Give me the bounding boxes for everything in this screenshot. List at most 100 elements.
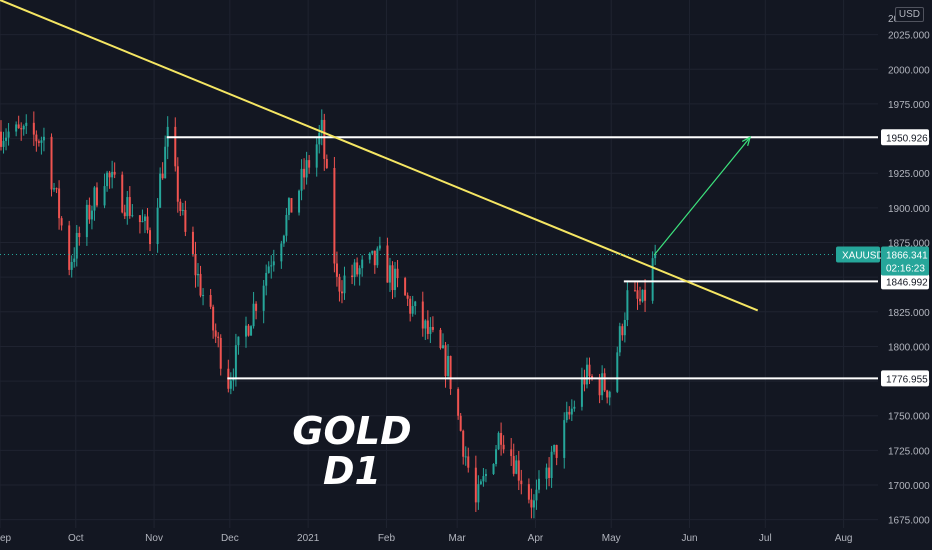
- annotation-d1: D1: [323, 449, 381, 493]
- horizontal-levels[interactable]: [166, 136, 878, 380]
- candle-body: [244, 325, 247, 337]
- candle-body: [2, 140, 5, 147]
- price-tick-label: 1675.000: [888, 516, 930, 527]
- price-tick-label: 1825.000: [888, 308, 930, 319]
- candle-body: [35, 134, 38, 142]
- candle-body: [290, 198, 293, 213]
- candle-body: [585, 364, 588, 385]
- candle-body: [515, 460, 518, 474]
- candle-body: [217, 336, 220, 338]
- candle-body: [85, 204, 88, 238]
- level-price-tag: [881, 129, 929, 146]
- candle-body: [318, 132, 321, 145]
- candle-body: [68, 225, 71, 270]
- price-tick-label: 1925.000: [888, 169, 930, 180]
- candle-body: [181, 209, 184, 211]
- candle-body: [439, 329, 442, 349]
- candle-body: [78, 232, 81, 238]
- candle-body: [358, 268, 361, 275]
- candle-body: [548, 467, 551, 478]
- price-tick-label: 2000.000: [888, 65, 930, 76]
- price-tick-label: 1900.000: [888, 204, 930, 215]
- candle-body: [20, 128, 23, 130]
- candle-body: [517, 460, 520, 481]
- drawings[interactable]: [0, 0, 878, 312]
- candle-body: [495, 449, 498, 464]
- candle-body: [568, 411, 571, 415]
- time-tick-label: Nov: [145, 533, 163, 544]
- candle-body: [512, 456, 515, 474]
- grid-lines: [0, 0, 878, 528]
- candle-body: [174, 126, 177, 167]
- candle-body: [623, 319, 626, 336]
- candle-body: [639, 298, 642, 302]
- level-price-tag-text: 1950.926: [886, 133, 928, 144]
- candle-body: [161, 173, 164, 179]
- candle-body: [194, 254, 197, 276]
- candle-body: [376, 248, 379, 266]
- currency-badge[interactable]: USD: [894, 7, 924, 22]
- level-price-tag: [881, 370, 929, 387]
- candle-body: [270, 265, 273, 267]
- downtrend-line: [0, 0, 759, 312]
- candle-body: [285, 214, 288, 236]
- candle-body: [287, 198, 290, 215]
- time-tick-label: Jul: [759, 533, 772, 544]
- candle-body: [106, 172, 109, 187]
- candle-body: [149, 230, 152, 245]
- candle-body: [22, 125, 25, 130]
- candle-body: [421, 301, 424, 329]
- candle-body: [520, 480, 523, 485]
- candle-body: [409, 298, 412, 314]
- candle-body: [492, 463, 495, 474]
- candle-body: [42, 136, 45, 141]
- candle-body: [580, 377, 583, 407]
- candle-body: [335, 263, 338, 277]
- time-tick-label: ep: [0, 533, 12, 544]
- candle-body: [608, 391, 611, 398]
- candle-body: [371, 250, 374, 254]
- candle-body: [262, 285, 265, 311]
- candle-body: [391, 265, 394, 291]
- level-price-tag: [881, 273, 929, 290]
- candle-body: [123, 212, 126, 217]
- candle-body: [618, 326, 621, 353]
- price-tick-label: 1700.000: [888, 481, 930, 492]
- candle-body: [32, 122, 35, 135]
- candle-body: [121, 174, 124, 213]
- candle-body: [583, 377, 586, 385]
- candle-body: [530, 499, 533, 508]
- candle-body: [90, 210, 93, 220]
- candle-body: [159, 173, 162, 208]
- candle-body: [633, 290, 636, 292]
- time-axis[interactable]: ep Oct Nov Dec 2021 Feb Mar Apr May Jun Jul Aug: [0, 533, 852, 544]
- candle-body: [93, 187, 96, 211]
- level-price-tag-text: 1846.992: [886, 277, 928, 288]
- candle-body: [396, 268, 399, 279]
- candle-body: [464, 456, 467, 458]
- candle-body: [411, 306, 414, 314]
- candle-body: [229, 380, 232, 389]
- symbol-tag-text: XAUUSD: [842, 251, 884, 262]
- candle-body: [429, 326, 432, 334]
- candle-body: [70, 261, 73, 270]
- candle-body: [467, 456, 470, 468]
- candle-body: [7, 131, 10, 138]
- candle-body: [234, 345, 237, 379]
- candle-body: [636, 290, 639, 299]
- candle-body: [388, 265, 391, 283]
- candle-body: [179, 201, 182, 211]
- candle-body: [474, 467, 477, 503]
- bar-countdown: 02:16:23: [886, 264, 925, 275]
- price-tick-label: 1975.000: [888, 100, 930, 111]
- candle-body: [40, 140, 43, 143]
- candle-body: [444, 345, 447, 376]
- price-tick-label: 1750.000: [888, 412, 930, 423]
- candle-body: [361, 259, 364, 269]
- candle-body: [570, 408, 573, 415]
- candle-body: [386, 245, 389, 283]
- candle-body: [199, 273, 202, 296]
- candle-body: [565, 411, 568, 421]
- candle-body: [250, 326, 253, 336]
